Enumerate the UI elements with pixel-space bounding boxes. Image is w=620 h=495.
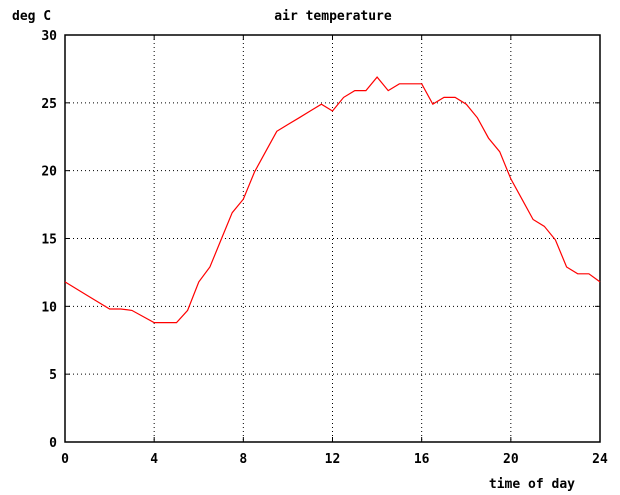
x-tick-label: 12: [325, 452, 341, 467]
x-axis-label: time of day: [489, 477, 575, 492]
y-tick-label: 30: [41, 29, 57, 44]
plot-frame: [64, 34, 601, 443]
y-tick-label: 15: [41, 233, 57, 248]
temperature-series-line: [64, 76, 601, 324]
grid-lines: [65, 35, 600, 442]
x-tick-label: 16: [414, 452, 430, 467]
series-group: [64, 76, 601, 324]
y-axis-label: deg C: [12, 9, 51, 24]
x-tick-label: 0: [61, 452, 69, 467]
axis-ticks: 0 4 8 12 16 20 24 0 5 10 15 20 25 30: [41, 29, 608, 467]
y-tick-label: 5: [49, 368, 57, 383]
chart-title: air temperature: [274, 9, 392, 24]
x-tick-label: 20: [503, 452, 519, 467]
y-tick-label: 25: [41, 97, 57, 112]
x-tick-label: 24: [592, 452, 608, 467]
x-tick-label: 4: [150, 452, 158, 467]
y-tick-label: 10: [41, 300, 57, 315]
y-tick-label: 0: [49, 436, 57, 451]
y-tick-label: 20: [41, 165, 57, 180]
x-tick-label: 8: [239, 452, 247, 467]
